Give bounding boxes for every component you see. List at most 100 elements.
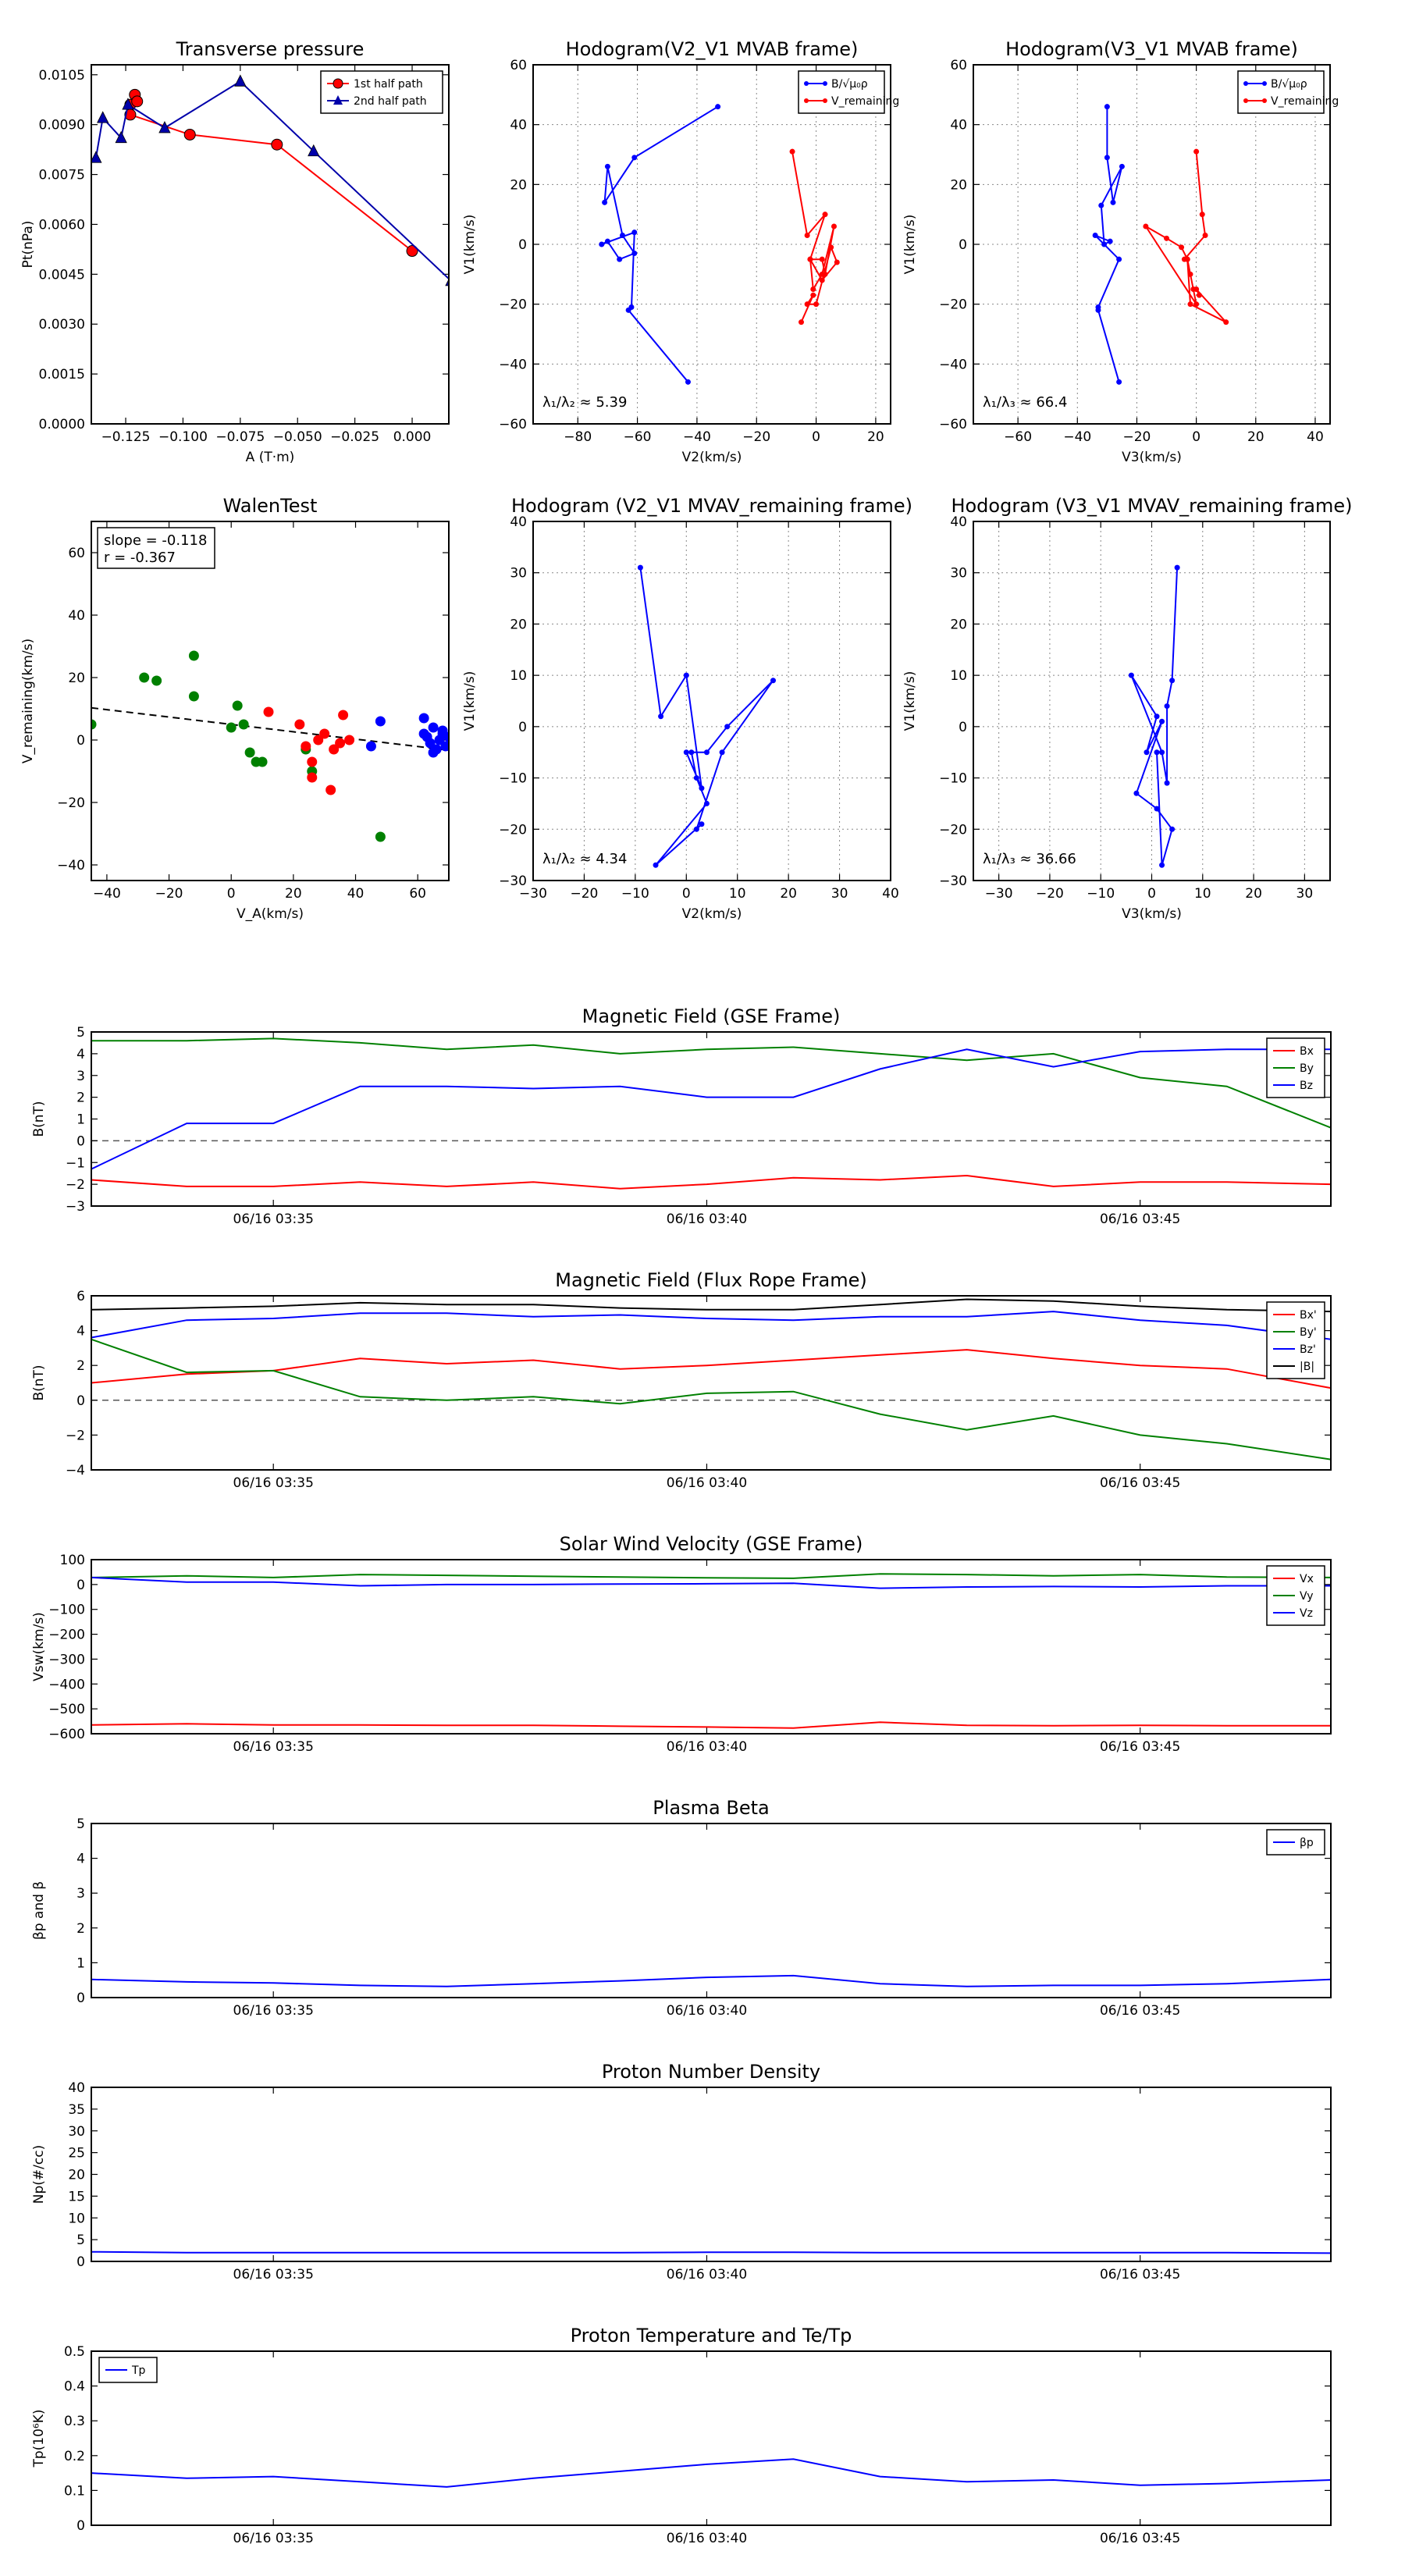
chart-title: Hodogram (V3_V1 MVAV_remaining frame)	[951, 495, 1352, 517]
x-tick-label: 06/16 03:40	[667, 1212, 747, 1227]
data-point	[819, 277, 825, 283]
y-tick-label: −20	[57, 795, 85, 811]
data-point	[819, 256, 825, 262]
data-point	[604, 163, 610, 169]
data-point	[822, 212, 828, 218]
y-tick-label: 15	[68, 2189, 85, 2204]
legend-box	[798, 70, 885, 114]
series-line	[91, 1974, 1331, 1987]
series-bz-	[91, 1311, 1331, 1340]
y-tick-label: −100	[48, 1603, 85, 1618]
data-point	[1116, 379, 1122, 385]
data-point	[183, 128, 196, 141]
data-point	[1202, 233, 1208, 238]
x-tick-label: 20	[1247, 429, 1264, 445]
annotation-line: slope = -0.118	[104, 532, 207, 549]
data-point	[257, 756, 268, 767]
data-point	[719, 749, 725, 756]
data-point	[807, 256, 813, 262]
legend-box	[1237, 70, 1325, 114]
plot-frame	[91, 1295, 1332, 1471]
data-point	[1092, 233, 1098, 238]
y-tick-label: 20	[950, 177, 967, 193]
x-tick-label: 0	[1147, 886, 1156, 902]
y-tick-label: 0	[76, 1578, 85, 1593]
y-tick-label: −2	[66, 1177, 85, 1193]
y-tick-label: −10	[499, 771, 527, 787]
series-line	[91, 2250, 1331, 2254]
series-b-	[1092, 104, 1125, 385]
data-point	[437, 725, 448, 736]
x-tick-label: 06/16 03:45	[1100, 2267, 1180, 2282]
data-point	[703, 749, 710, 756]
series-s0	[91, 2250, 1331, 2254]
series-by-	[91, 1338, 1331, 1461]
y-tick-label: 40	[510, 118, 527, 133]
chart-hodogram_v2_v1_mvav: Hodogram (V2_V1 MVAV_remaining frame) −30…	[462, 495, 912, 922]
data-point	[365, 741, 376, 752]
data-point	[1193, 148, 1200, 155]
data-point	[418, 728, 429, 739]
data-point	[688, 749, 695, 756]
y-tick-label: 60	[950, 58, 967, 73]
legend-marker	[1243, 98, 1248, 103]
x-tick-label: 0	[227, 886, 236, 902]
series-2nd-half-path	[91, 74, 449, 286]
data-point	[703, 800, 710, 806]
data-point	[1104, 104, 1110, 110]
data-layer	[1092, 104, 1229, 385]
plot-frame	[973, 64, 1331, 425]
data-layer	[91, 74, 449, 286]
data-point	[1196, 292, 1202, 298]
x-axis-label: V_A(km/s)	[237, 906, 304, 922]
data-point	[599, 241, 605, 247]
chart-mag_gse: Magnetic Field (GSE Frame) 06/16 03:35 06/…	[31, 1005, 1332, 1227]
legend: Bx By Bz	[1266, 1037, 1325, 1098]
y-tick-label: 30	[510, 566, 527, 582]
legend-label: V_remaining	[831, 95, 899, 108]
data-point	[319, 728, 330, 739]
legend-label: βp	[1300, 1837, 1314, 1849]
x-tick-label: 06/16 03:35	[233, 2531, 314, 2546]
x-tick-label: 06/16 03:45	[1100, 2531, 1180, 2546]
annotation: λ₁/λ₂ ≈ 5.39	[542, 394, 627, 411]
chart-plasma_beta: Plasma Beta 06/16 03:35 06/16 03:40 06/16 0…	[31, 1797, 1332, 2019]
y-axis-label: Np(#/cc)	[31, 2145, 47, 2204]
series-s1	[263, 706, 355, 795]
chart-solar_wind_velocity: Solar Wind Velocity (GSE Frame) 06/16 03:…	[31, 1533, 1332, 1755]
x-axis-label: V2(km/s)	[682, 906, 742, 922]
series-line	[91, 1311, 1331, 1340]
y-tick-label: −20	[499, 822, 527, 838]
chart-title: Magnetic Field (Flux Rope Frame)	[555, 1269, 866, 1291]
legend-label: Bz'	[1300, 1343, 1316, 1356]
y-tick-label: −60	[939, 417, 967, 432]
data-point	[226, 722, 237, 733]
chart-title: WalenTest	[223, 495, 318, 517]
legend-label: B/√μ₀ρ	[831, 78, 868, 91]
y-tick-label: 0.0090	[39, 118, 85, 133]
series-bx-	[91, 1349, 1331, 1389]
x-tick-label: −60	[1004, 429, 1032, 445]
x-tick-label: 06/16 03:45	[1100, 1739, 1180, 1755]
y-tick-label: −400	[48, 1677, 85, 1692]
chart-title: Solar Wind Velocity (GSE Frame)	[560, 1533, 863, 1555]
x-tick-label: −60	[624, 429, 652, 445]
data-point	[244, 747, 255, 758]
y-tick-label: −20	[939, 297, 967, 313]
series-line	[91, 2458, 1331, 2488]
data-point	[1119, 163, 1125, 169]
chart-hodogram_v3_v1_mvab: Hodogram(V3_V1 MVAB frame) −60 −40 −20 0 20 40…	[902, 38, 1339, 465]
data-point	[828, 244, 834, 251]
x-axis-label: A (T·m)	[246, 450, 295, 465]
x-tick-label: 06/16 03:40	[667, 1739, 747, 1755]
x-tick-label: 0	[812, 429, 820, 445]
data-point	[789, 148, 795, 155]
y-tick-label: 40	[950, 514, 967, 530]
y-axis-label: B(nT)	[31, 1364, 47, 1400]
x-tick-label: 06/16 03:40	[667, 2531, 747, 2546]
data-point	[122, 98, 134, 110]
data-point	[1223, 319, 1229, 326]
data-point	[232, 700, 243, 711]
y-tick-label: 5	[76, 1025, 85, 1041]
legend: B/√μ₀ρ V_remaining	[798, 70, 899, 114]
